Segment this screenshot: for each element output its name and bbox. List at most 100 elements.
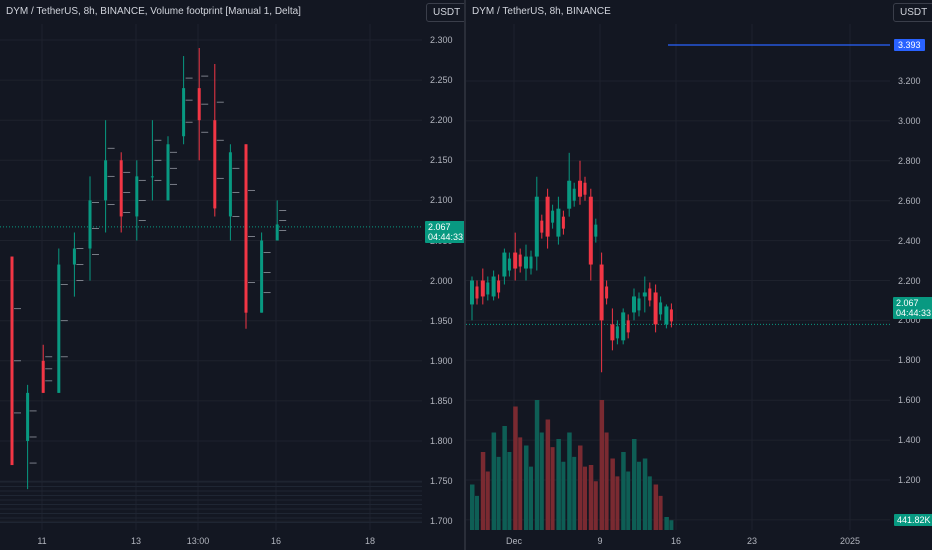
candle-body [104, 160, 108, 201]
volume-bar [545, 419, 551, 530]
candle-body [275, 224, 279, 241]
volume-bar [539, 432, 544, 530]
volume-bar [529, 466, 533, 530]
right-price-axis-tick: 2.200 [898, 275, 921, 286]
candle-body [480, 280, 485, 297]
candle-body [26, 392, 30, 441]
candle-body [578, 180, 582, 197]
volume-bar [578, 445, 583, 530]
right-time-axis-tick: 23 [746, 536, 758, 546]
left-time-axis-tick: 13 [130, 536, 142, 546]
left-time-axis-tick: 11 [37, 536, 47, 546]
candle-body [41, 360, 45, 393]
candle-body [150, 176, 154, 178]
candle-body [88, 200, 92, 249]
candle-body [518, 254, 522, 267]
left-price-axis-tick: 1.800 [430, 436, 453, 446]
left-chart-canvas[interactable] [0, 0, 464, 550]
candle-body [610, 324, 615, 341]
volume-bar [669, 520, 674, 530]
volume-bar [502, 426, 507, 530]
pane-divider[interactable] [464, 0, 466, 550]
candle-body [664, 306, 669, 325]
candle-body [545, 196, 550, 237]
candle-body [228, 152, 232, 217]
right-time-axis-tick: 9 [597, 536, 603, 546]
volume-bar [653, 484, 659, 530]
volume-bar [567, 432, 572, 530]
candle-body [540, 220, 544, 233]
volume-bar [583, 466, 587, 530]
candle-body [594, 224, 598, 237]
candle-body [556, 208, 561, 237]
candle-body [119, 160, 123, 217]
volume-bar [637, 461, 641, 530]
volume-bar [658, 495, 663, 530]
volume-bar [470, 484, 475, 530]
candle-body [486, 282, 490, 295]
right-price-axis-tick: 2.000 [898, 315, 921, 326]
right-time-axis-tick: 2025 [839, 536, 861, 546]
left-price-axis-tick: 1.850 [430, 395, 453, 406]
candle-body [637, 298, 641, 311]
right-price-axis-tick: 3.000 [898, 115, 921, 126]
volume-bar [496, 456, 501, 530]
candle-body [561, 216, 565, 229]
volume-bar [604, 432, 609, 530]
left-time-axis-tick: 16 [270, 536, 282, 546]
volume-bar [621, 452, 626, 530]
candle-body [213, 120, 217, 209]
volume-bar [599, 400, 605, 530]
candle-body [497, 280, 501, 293]
left-price-badge: 2.067 04:44:33 [425, 221, 464, 243]
candle-body [470, 280, 474, 305]
left-price-value: 2.067 [428, 222, 451, 232]
candle-body [475, 286, 479, 299]
candle-body [524, 256, 528, 269]
right-price-axis-tick: 1.600 [898, 395, 921, 406]
candle-body [572, 188, 576, 201]
candle-body [534, 196, 539, 257]
right-chart-title: DYM / TetherUS, 8h, BINANCE [472, 6, 611, 17]
candle-body [244, 144, 248, 313]
candle-body [507, 258, 511, 271]
candle-body [632, 296, 636, 313]
right-time-axis-tick: 16 [670, 536, 682, 546]
candle-body [197, 88, 201, 121]
right-price-axis-tick: 3.200 [898, 76, 921, 86]
left-price-axis-tick: 1.950 [430, 315, 453, 326]
volume-bar [642, 458, 648, 530]
left-currency-button[interactable]: USDT [426, 3, 464, 22]
volume-bar [615, 476, 620, 530]
right-currency-button[interactable]: USDT [893, 3, 932, 22]
volume-bar [480, 452, 486, 530]
candle-body [491, 276, 496, 297]
candle-body [513, 252, 518, 269]
volume-bar [491, 432, 497, 530]
left-chart-pane[interactable]: DYM / TetherUS, 8h, BINANCE, Volume foot… [0, 0, 464, 550]
left-price-axis-tick: 1.750 [430, 476, 453, 487]
right-chart-pane[interactable]: DYM / TetherUS, 8h, BINANCE USDT 3.200 3.… [466, 0, 932, 550]
left-price-countdown: 04:44:33 [428, 232, 464, 242]
candle-body [626, 320, 630, 333]
candle-body [669, 309, 673, 322]
right-price-axis-tick: 1.800 [898, 355, 921, 366]
left-time-axis-tick: 18 [364, 536, 376, 546]
left-price-axis-tick: 2.100 [430, 195, 453, 206]
volume-bar [572, 456, 577, 530]
volume-bar [485, 471, 490, 530]
candle-body [135, 176, 139, 217]
candle-body [166, 144, 170, 201]
right-price-value: 2.067 [896, 298, 919, 308]
candle-body [653, 292, 658, 325]
candle-body [502, 252, 507, 277]
right-price-axis-tick: 2.800 [898, 155, 921, 166]
volume-bar [518, 437, 523, 530]
right-price-badge: 2.067 04:44:33 [893, 297, 932, 319]
horizontal-line-badge: 3.393 [894, 39, 925, 51]
right-chart-canvas[interactable] [466, 0, 932, 550]
candle-body [583, 182, 587, 195]
left-time-axis-tick: 13:00 [186, 536, 210, 546]
volume-bar [561, 461, 566, 530]
candle-body [57, 264, 61, 393]
